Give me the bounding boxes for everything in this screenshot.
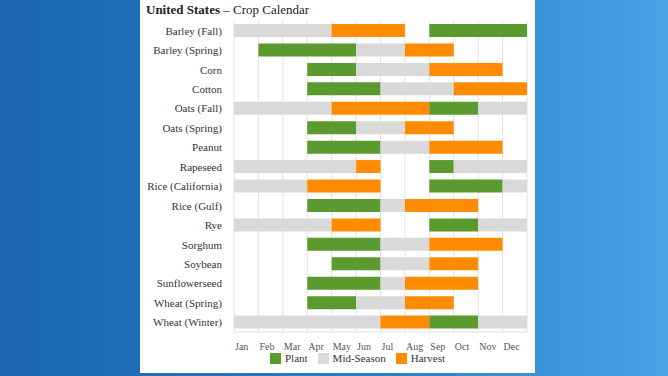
svg-text:Sorghum: Sorghum: [182, 239, 223, 251]
svg-text:Apr: Apr: [308, 341, 324, 352]
svg-text:Feb: Feb: [259, 341, 274, 352]
html-text:Mid-Season: Mid-Season: [332, 352, 386, 364]
svg-text:Sunflowerseed: Sunflowerseed: [157, 277, 223, 289]
svg-text:Dec: Dec: [504, 341, 521, 352]
svg-text:Rice (Gulf): Rice (Gulf): [172, 200, 223, 213]
html-text:Harvest: Harvest: [410, 352, 445, 364]
svg-text:Wheat (Spring): Wheat (Spring): [154, 297, 222, 310]
svg-text:Peanut: Peanut: [192, 141, 222, 153]
svg-text:Oats (Spring): Oats (Spring): [162, 122, 222, 135]
html-text:Plant: Plant: [285, 352, 308, 364]
svg-text:Rye: Rye: [205, 219, 222, 231]
svg-text:Aug: Aug: [406, 341, 423, 352]
svg-text:Oats (Fall): Oats (Fall): [175, 102, 223, 115]
svg-text:Wheat (Winter): Wheat (Winter): [153, 316, 222, 329]
svg-text:Barley (Spring): Barley (Spring): [153, 44, 222, 57]
svg-text:Nov: Nov: [479, 341, 496, 352]
svg-text:Cotton: Cotton: [192, 83, 222, 95]
svg-text:Oct: Oct: [455, 341, 470, 352]
svg-text:Jun: Jun: [357, 341, 371, 352]
svg-text:Rice (California): Rice (California): [147, 180, 222, 193]
svg-text:Jan: Jan: [235, 341, 248, 352]
svg-text:Sep: Sep: [430, 341, 445, 352]
svg-text:Corn: Corn: [200, 64, 223, 76]
svg-text:Rapeseed: Rapeseed: [180, 161, 223, 173]
svg-text:Barley (Fall): Barley (Fall): [165, 25, 222, 38]
svg-text:Soybean: Soybean: [184, 258, 222, 270]
svg-text:Mar: Mar: [284, 341, 301, 352]
svg-text:May: May: [333, 341, 351, 352]
svg-text:Jul: Jul: [382, 341, 394, 352]
html-text:United States – Crop Calendar: United States – Crop Calendar: [146, 2, 310, 17]
